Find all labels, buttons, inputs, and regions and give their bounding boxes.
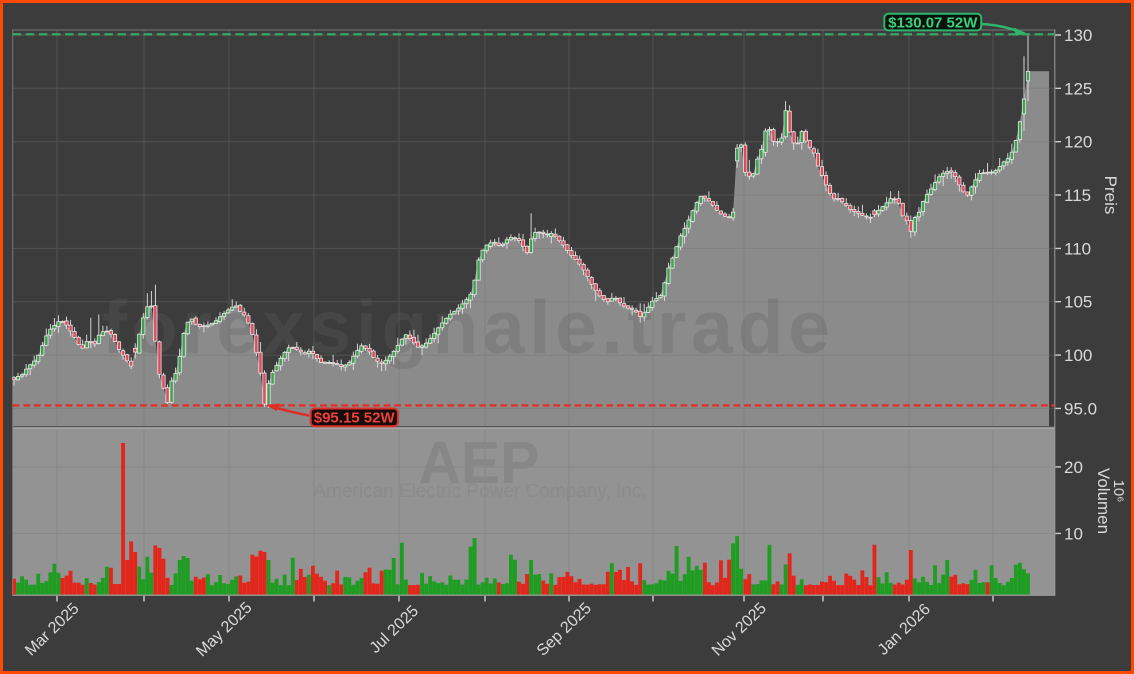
svg-text:American Electric Power Compan: American Electric Power Company, Inc.	[313, 481, 646, 502]
svg-text:10⁶: 10⁶	[1110, 480, 1127, 503]
svg-text:110: 110	[1064, 239, 1091, 258]
svg-text:Volumen: Volumen	[1094, 468, 1113, 534]
svg-text:Preis: Preis	[1101, 176, 1120, 215]
svg-text:$130.07 52W: $130.07 52W	[888, 14, 978, 31]
svg-text:20: 20	[1064, 458, 1083, 477]
svg-text:AEP: AEP	[418, 430, 539, 496]
svg-text:130: 130	[1064, 26, 1092, 45]
svg-text:120: 120	[1064, 133, 1092, 152]
svg-text:115: 115	[1064, 186, 1091, 205]
svg-text:105: 105	[1064, 293, 1092, 312]
svg-text:forexsignale.trade: forexsignale.trade	[102, 285, 830, 369]
svg-text:95.0: 95.0	[1064, 399, 1097, 418]
svg-text:$95.15 52W: $95.15 52W	[314, 410, 396, 427]
svg-text:125: 125	[1064, 79, 1092, 98]
svg-text:100: 100	[1064, 346, 1092, 365]
svg-text:10: 10	[1064, 524, 1083, 543]
